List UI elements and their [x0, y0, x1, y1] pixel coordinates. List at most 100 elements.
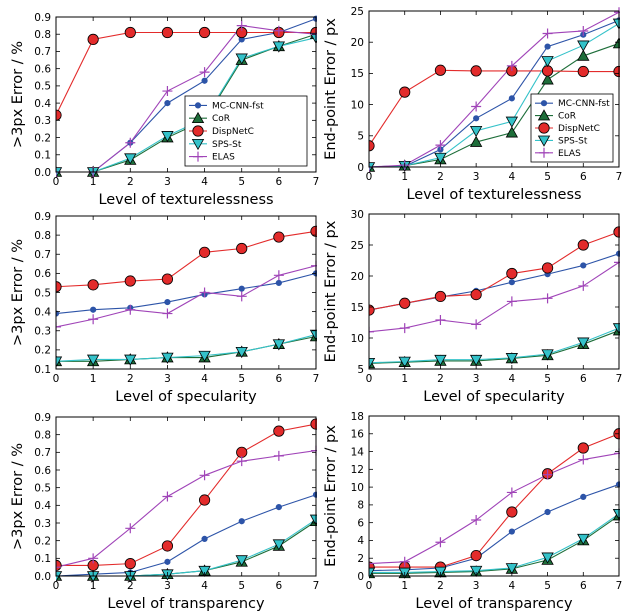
x-tick-label: 3	[473, 171, 480, 183]
data-point-dispnetc	[506, 506, 518, 518]
x-tick-label: 1	[90, 176, 97, 188]
x-tick-label: 2	[127, 373, 134, 385]
data-point-dispnetc	[577, 239, 589, 251]
y-tick-label: 10	[351, 333, 364, 345]
data-point-sps-st	[541, 56, 554, 68]
x-tick-label: 3	[473, 373, 480, 385]
data-point-cor	[577, 49, 590, 61]
x-tick-label: 0	[53, 580, 60, 592]
data-point-sps-st	[577, 533, 590, 545]
x-tick-label: 1	[90, 373, 97, 385]
data-point-elas	[578, 454, 589, 465]
y-tick-label: 10	[351, 99, 364, 111]
data-point-elas	[273, 25, 284, 36]
x-tick-label: 2	[437, 171, 444, 183]
x-tick-label: 6	[580, 580, 587, 592]
series-line-dispnetc	[369, 433, 620, 568]
data-point-sps-st	[235, 555, 248, 567]
data-point-sps-st	[541, 552, 554, 564]
data-point-dispnetc	[470, 288, 482, 301]
plot-frame	[368, 10, 620, 168]
legend-marker	[193, 151, 203, 162]
legend-label: SPS-St	[212, 140, 242, 150]
data-point-mc-cnn-fst	[275, 504, 282, 511]
y-tick-label: 0.4	[34, 500, 51, 512]
y-axis-label: >3px Error / %	[10, 443, 26, 550]
data-point-sps-st	[86, 571, 100, 582]
data-point-elas	[369, 326, 374, 337]
data-point-dispnetc	[124, 558, 136, 570]
y-axis-label: End-point Error / px	[323, 220, 339, 362]
data-point-elas	[471, 319, 482, 330]
x-tick-label: 0	[53, 373, 60, 385]
data-point-mc-cnn-fst	[580, 493, 587, 500]
data-point-elas	[506, 487, 517, 498]
y-tick-label: 0.9	[34, 412, 51, 424]
x-tick-label: 0	[366, 373, 373, 385]
data-point-sps-st	[469, 354, 483, 367]
series-line-sps-st	[56, 334, 317, 362]
data-point-sps-st	[56, 356, 63, 368]
data-point-dispnetc	[124, 275, 136, 287]
data-point-mc-cnn-fst	[164, 558, 171, 565]
data-point-sps-st	[198, 350, 211, 362]
data-point-sps-st	[272, 41, 286, 53]
data-point-sps-st	[505, 116, 519, 128]
x-tick-label: 7	[313, 373, 320, 385]
y-tick-label: 5	[357, 131, 364, 143]
legend-marker	[539, 147, 549, 158]
data-point-cor	[541, 73, 554, 85]
data-point-dispnetc	[577, 65, 589, 78]
data-point-dispnetc	[434, 290, 447, 303]
data-point-elas	[125, 137, 136, 148]
legend-marker	[540, 100, 548, 107]
series-line-dispnetc	[56, 31, 316, 116]
plot-frame	[55, 16, 317, 173]
data-point-sps-st	[577, 40, 590, 52]
x-tick-label: 2	[437, 580, 444, 592]
y-tick-label: 0.4	[34, 306, 51, 318]
data-point-elas	[236, 291, 247, 302]
data-point-sps-st	[56, 571, 63, 582]
data-point-sps-st	[398, 356, 411, 368]
legend-marker	[537, 109, 551, 121]
y-tick-label: 0.5	[34, 81, 51, 93]
data-point-mc-cnn-fst	[201, 77, 208, 84]
legend-marker	[191, 138, 205, 151]
x-axis-label: Level of texturelessness	[98, 192, 273, 208]
y-tick-label: 0.2	[34, 535, 51, 547]
chart-1: 0 1 2 3 4 5 6 7 0.0 0.1 0.2 0.3 0.4 0.5 0.6 0.7 0.8 0.9 Le…	[10, 12, 319, 208]
data-point-sps-st	[577, 337, 590, 349]
y-tick-label: 0.3	[34, 326, 51, 338]
series-line-elas	[369, 11, 620, 168]
data-point-elas	[471, 101, 482, 112]
x-axis-label: Level of texturelessness	[406, 187, 581, 203]
y-tick-label: 6	[357, 517, 364, 529]
x-tick-label: 6	[580, 171, 587, 183]
plot-frame	[55, 416, 317, 577]
y-tick-label: 20	[351, 37, 364, 49]
x-tick-label: 7	[616, 171, 623, 183]
data-point-elas	[506, 60, 517, 71]
data-point-dispnetc	[198, 246, 211, 258]
y-tick-label: 0.1	[34, 364, 51, 376]
y-tick-label: 0.8	[34, 29, 51, 41]
data-point-mc-cnn-fst	[508, 95, 515, 102]
y-tick-label: 15	[351, 68, 364, 80]
data-point-sps-st	[124, 153, 137, 165]
data-point-dispnetc	[56, 109, 62, 121]
data-point-dispnetc	[541, 65, 554, 77]
data-point-sps-st	[124, 354, 137, 366]
y-axis-label: End-point Error / px	[323, 18, 339, 160]
y-tick-label: 5	[357, 364, 364, 376]
y-tick-label: 14	[351, 446, 365, 458]
y-tick-label: 0.8	[34, 230, 51, 242]
data-point-mc-cnn-fst	[164, 100, 171, 107]
data-point-sps-st	[505, 563, 519, 575]
legend-label: DispNetC	[212, 127, 254, 137]
legend-label: ELAS	[558, 149, 581, 159]
x-axis-label: Level of transparency	[107, 596, 265, 612]
data-point-sps-st	[272, 539, 286, 551]
